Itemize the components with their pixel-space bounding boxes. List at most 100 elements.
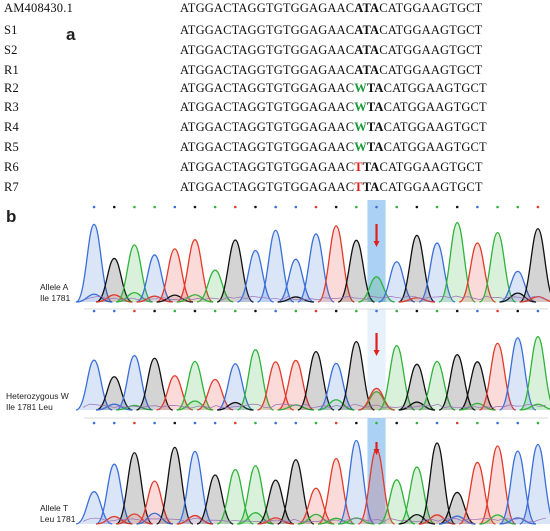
base-call-dot bbox=[92, 421, 96, 425]
base-call-dot bbox=[435, 205, 439, 209]
variant-highlight-band bbox=[367, 200, 386, 302]
sequence-text: ATGGACTAGGTGTGGAGAACATACATGGAAGTGCT bbox=[180, 63, 482, 78]
base-call-dot bbox=[415, 421, 419, 425]
sequence-suffix: CATGGAAGTGCT bbox=[379, 180, 483, 194]
trace-peak bbox=[236, 349, 274, 411]
base-call-dot bbox=[455, 309, 459, 313]
sequence-name: R4 bbox=[4, 120, 19, 134]
base-call-dot bbox=[334, 421, 338, 425]
base-call-dot bbox=[476, 421, 479, 425]
sequence-row: R4 ATGGACTAGGTGTGGAGAACWTACATGGAAGTGCT bbox=[0, 120, 550, 139]
trace-label-line: Ile 1781 Leu bbox=[6, 402, 53, 412]
trace-peak bbox=[217, 401, 254, 411]
base-call-dot bbox=[375, 309, 378, 313]
base-call-dot bbox=[294, 205, 298, 209]
trace-peak bbox=[378, 261, 416, 303]
base-call-dot bbox=[314, 205, 318, 209]
base-call-dot bbox=[455, 421, 459, 425]
codon-bold: ATA bbox=[354, 63, 380, 77]
trace-peak bbox=[136, 480, 174, 525]
arrow-head-icon bbox=[373, 241, 380, 247]
base-call-dot bbox=[92, 205, 96, 209]
base-call-dot bbox=[153, 421, 156, 425]
sequence-row: R2 ATGGACTAGGTGTGGAGAACWTACATGGAAGTGCT bbox=[0, 81, 550, 100]
trace-peak bbox=[439, 515, 476, 525]
base-call-dot bbox=[334, 205, 338, 209]
sequence-text: ATGGACTAGGTGTGGAGAACATACATGGAAGTGCT bbox=[180, 23, 482, 38]
variant-base: W bbox=[354, 81, 367, 95]
sequence-prefix: ATGGACTAGGTGTGGAGAAC bbox=[180, 43, 355, 57]
base-call-dot bbox=[213, 309, 217, 313]
trace-peak bbox=[398, 234, 436, 303]
variant-highlight-band bbox=[367, 309, 386, 410]
trace-label-line: Ile 1781 bbox=[40, 293, 71, 303]
base-call-dot bbox=[112, 309, 116, 313]
trace-label-allele-a: Allele A Ile 1781 bbox=[40, 282, 70, 304]
trace-label-allele-t: Allele T Leu 1781 bbox=[40, 503, 75, 525]
base-call-dot bbox=[213, 205, 217, 209]
trace-peak bbox=[438, 222, 476, 303]
base-call-dot bbox=[274, 309, 277, 313]
base-call-dot bbox=[435, 309, 439, 313]
trace-peak bbox=[418, 442, 456, 525]
base-call-dot bbox=[254, 309, 257, 313]
base-call-dot bbox=[294, 309, 298, 313]
base-call-dot bbox=[133, 205, 136, 209]
variant-base: T bbox=[354, 160, 363, 174]
sequence-text: ATGGACTAGGTGTGGAGAACATACATGGAAGTGCT bbox=[180, 1, 482, 16]
sequence-prefix: ATGGACTAGGTGTGGAGAAC bbox=[180, 160, 355, 174]
trace-peak bbox=[277, 258, 315, 303]
trace-peak bbox=[317, 225, 355, 303]
trace-label-line: Heterozygous W bbox=[6, 391, 69, 401]
variant-base: W bbox=[354, 140, 367, 154]
sequence-text: ATGGACTAGGTGTGGAGAACATACATGGAAGTGCT bbox=[180, 43, 482, 58]
sequence-prefix: ATGGACTAGGTGTGGAGAAC bbox=[180, 180, 355, 194]
base-call-dot bbox=[536, 309, 540, 313]
base-call-dot bbox=[334, 309, 338, 313]
trace-peak bbox=[196, 378, 234, 411]
sequence-text: ATGGACTAGGTGTGGAGAACWTACATGGAAGTGCT bbox=[180, 120, 487, 135]
trace-peak bbox=[499, 517, 536, 525]
trace-peak bbox=[337, 239, 375, 303]
sequence-prefix: ATGGACTAGGTGTGGAGAAC bbox=[180, 140, 355, 154]
base-call-dot bbox=[516, 309, 520, 313]
sequence-row: AM408430.1 ATGGACTAGGTGTGGAGAACATACATGGAA… bbox=[0, 1, 550, 20]
sequence-name: R6 bbox=[4, 160, 19, 174]
trace-peak bbox=[196, 269, 234, 303]
codon-rest: TA bbox=[366, 140, 384, 154]
trace-peak bbox=[459, 402, 496, 411]
base-call-dot bbox=[153, 205, 156, 209]
base-call-dot bbox=[415, 205, 419, 209]
sequence-text: ATGGACTAGGTGTGGAGAACWTACATGGAAGTGCT bbox=[180, 81, 487, 96]
variant-base: W bbox=[354, 120, 367, 134]
sequence-prefix: ATGGACTAGGTGTGGAGAAC bbox=[180, 23, 355, 37]
base-call-dot bbox=[193, 205, 197, 209]
sequence-text: ATGGACTAGGTGTGGAGAACTTACATGGAAGTGCT bbox=[180, 180, 483, 195]
trace-peak bbox=[519, 443, 550, 525]
trace-label-line: Allele T bbox=[40, 503, 69, 513]
base-call-dot bbox=[536, 205, 540, 209]
codon-bold: ATA bbox=[354, 23, 380, 37]
base-call-dot bbox=[496, 309, 499, 313]
base-call-dot bbox=[112, 205, 116, 209]
sequence-row: R7 ATGGACTAGGTGTGGAGAACTTACATGGAAGTGCT bbox=[0, 180, 550, 199]
sequence-suffix: CATGGAAGTGCT bbox=[383, 100, 487, 114]
sequence-text: ATGGACTAGGTGTGGAGAACTTACATGGAAGTGCT bbox=[180, 160, 483, 175]
base-call-dot bbox=[112, 421, 116, 425]
trace-label-line: Allele A bbox=[40, 282, 69, 292]
panel-a-label: a bbox=[66, 25, 76, 44]
sequence-suffix: CATGGAAGTGCT bbox=[383, 140, 487, 154]
trace-peak bbox=[297, 351, 335, 411]
panel-b-label: b bbox=[6, 207, 17, 226]
trace-peak bbox=[236, 465, 274, 525]
sequence-row: S2 ATGGACTAGGTGTGGAGAACATACATGGAAGTGCT bbox=[0, 43, 550, 62]
trace-peak bbox=[438, 491, 476, 525]
baseline-noise bbox=[83, 295, 547, 301]
base-call-dot bbox=[92, 309, 96, 313]
base-call-dot bbox=[274, 421, 277, 425]
base-call-dot bbox=[496, 421, 499, 425]
trace-peak bbox=[499, 270, 537, 303]
base-call-dot bbox=[193, 421, 197, 425]
base-call-dot bbox=[314, 309, 318, 313]
sequence-prefix: ATGGACTAGGTGTGGAGAAC bbox=[180, 100, 355, 114]
